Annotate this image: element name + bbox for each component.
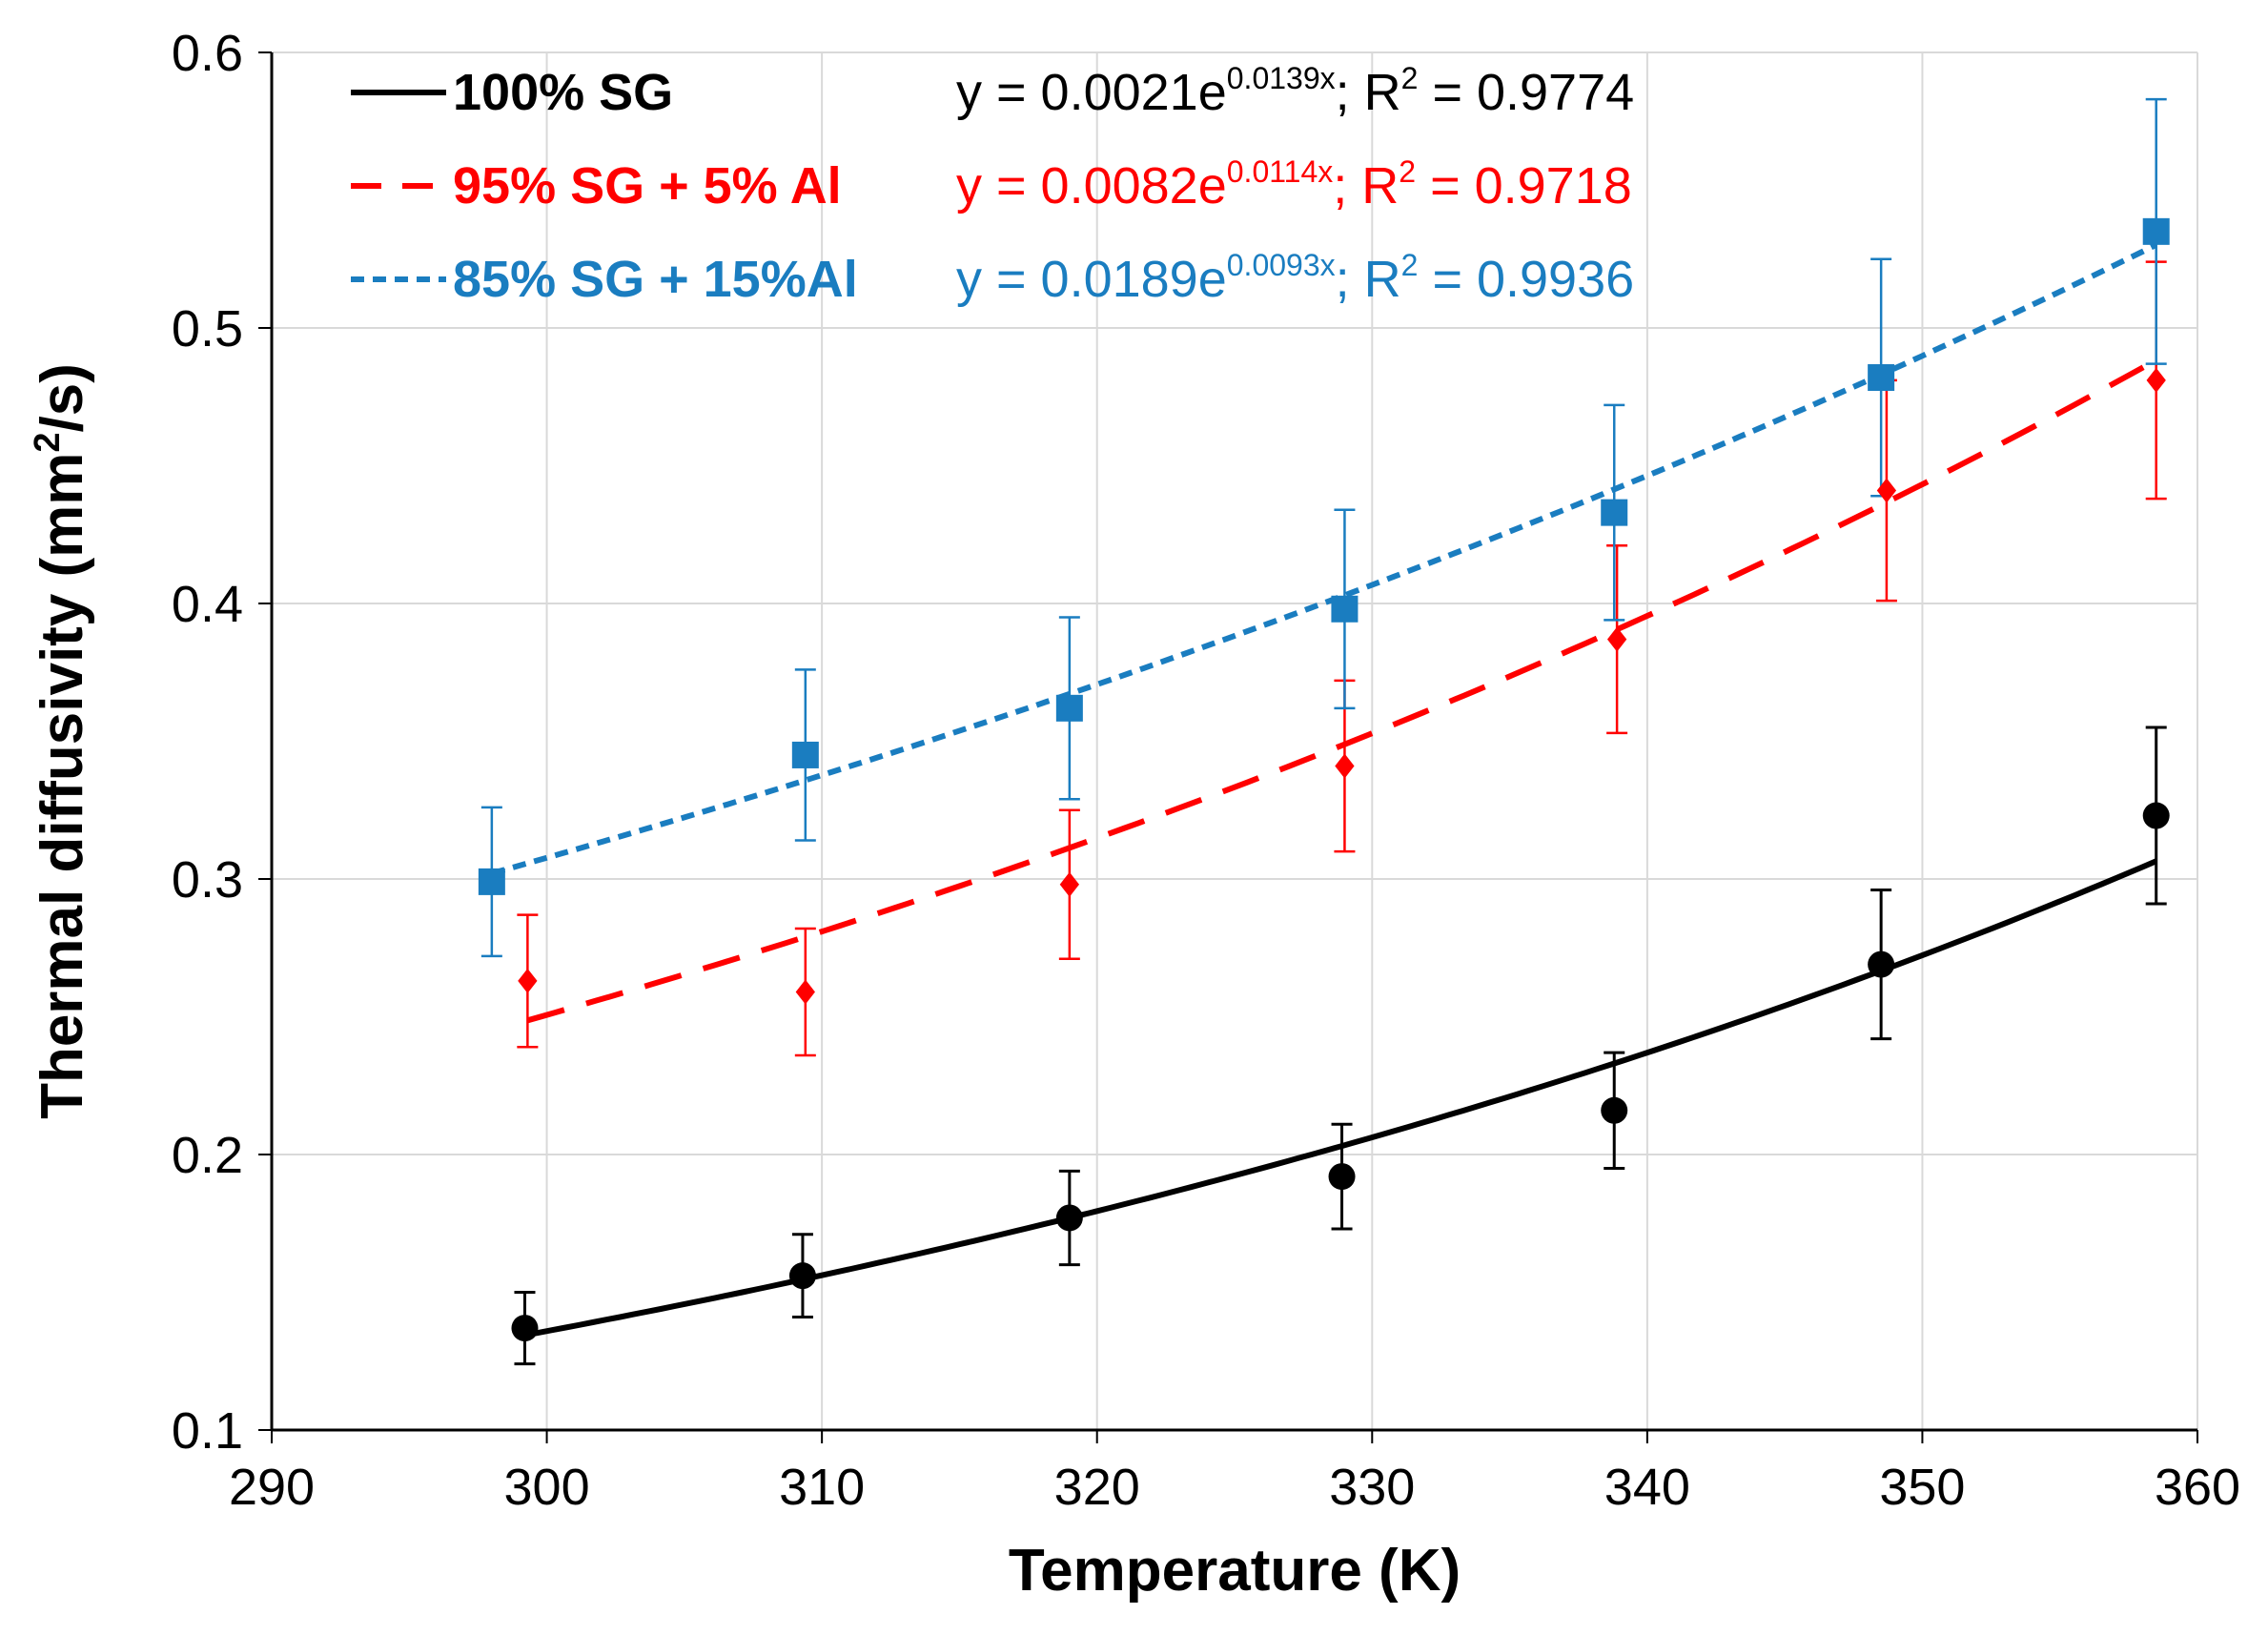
series-3-legend-label: 85% SG + 15%Al xyxy=(453,251,858,308)
series-2-point xyxy=(1606,626,1627,652)
series-2-legend-label: 95% SG + 5% Al xyxy=(453,157,842,215)
fit-curves xyxy=(491,242,2158,1339)
series-2-point xyxy=(1059,871,1079,897)
series-3-point xyxy=(478,868,505,895)
series-1-point xyxy=(1055,1204,1083,1232)
series-1-point xyxy=(1868,950,1895,978)
series-2-fit-curve xyxy=(526,358,2158,1024)
y-axis-title-superscript: 2 xyxy=(28,432,68,452)
series-2-equation-r: ; R xyxy=(1333,157,1399,215)
series-2-point xyxy=(1876,478,1897,503)
series-3-equation-exponent: 0.0093x xyxy=(1227,248,1336,282)
y-axis-title-part: /s) xyxy=(30,363,95,432)
y-axis-title: Thermal diffusivity (mm2/s) xyxy=(28,363,95,1119)
series-3-point xyxy=(1331,595,1359,623)
legend: 100% SG y = 0.0021e0.0139x; R2 = 0.977495… xyxy=(351,61,1634,308)
series-1-legend-label: 100% SG xyxy=(453,64,673,121)
series-1-point xyxy=(788,1262,816,1290)
series-1-point xyxy=(511,1315,539,1342)
series-2-equation-base: y = 0.0082e xyxy=(956,157,1227,215)
series-1-equation-r-value: = 0.9774 xyxy=(1418,64,1634,121)
series-3-fit-curve xyxy=(491,242,2158,876)
series-3-equation-r: ; R xyxy=(1336,251,1401,308)
y-tick-label: 0.6 xyxy=(172,25,243,82)
grid xyxy=(271,51,2198,1431)
series-3-equation-r-value: = 0.9936 xyxy=(1418,251,1634,308)
x-tick-label: 300 xyxy=(504,1459,590,1516)
series-1-equation-r-superscript: 2 xyxy=(1401,61,1419,95)
x-tick-label: 350 xyxy=(1879,1459,1965,1516)
series-3-point xyxy=(1868,364,1895,392)
series-2-point xyxy=(1335,753,1355,779)
y-tick-label: 0.5 xyxy=(172,300,243,358)
series-1-equation-r: ; R xyxy=(1336,64,1401,121)
series-1-fit-curve xyxy=(523,858,2157,1339)
data-markers xyxy=(478,217,2170,1342)
series-1-point xyxy=(1328,1163,1356,1191)
series-3-point xyxy=(2142,217,2170,245)
series-2-point xyxy=(795,979,815,1005)
y-tick-label: 0.3 xyxy=(172,851,243,909)
series-3-equation-r-superscript: 2 xyxy=(1401,248,1419,282)
series-1-equation: y = 0.0021e0.0139x; R2 = 0.9774 xyxy=(956,61,1634,121)
series-2-equation-r-value: = 0.9718 xyxy=(1416,157,1632,215)
series-2-equation: y = 0.0082e0.0114x; R2 = 0.9718 xyxy=(956,154,1632,215)
series-3-point xyxy=(1601,499,1628,526)
x-tick-label: 310 xyxy=(779,1459,865,1516)
x-tick-label: 320 xyxy=(1054,1459,1140,1516)
y-tick-label: 0.4 xyxy=(172,576,243,633)
series-1-equation-exponent: 0.0139x xyxy=(1227,61,1336,95)
series-1-point xyxy=(2142,802,2170,829)
series-2-point xyxy=(2146,367,2166,393)
series-1-equation-base: y = 0.0021e xyxy=(956,64,1227,121)
x-tick-label: 290 xyxy=(229,1459,315,1516)
y-tick-label: 0.2 xyxy=(172,1127,243,1184)
series-2-equation-r-superscript: 2 xyxy=(1399,154,1416,189)
series-1-point xyxy=(1601,1096,1628,1124)
x-tick-label: 360 xyxy=(2155,1459,2240,1516)
x-tick-label: 330 xyxy=(1329,1459,1415,1516)
series-3-equation: y = 0.0189e0.0093x; R2 = 0.9936 xyxy=(956,248,1634,308)
series-3-equation-base: y = 0.0189e xyxy=(956,251,1227,308)
axes: 290 300 310 320 330 340 350 360 0.1 0.2 0.3 0.4 0.5 0… xyxy=(28,25,2240,1604)
series-2-equation-exponent: 0.0114x xyxy=(1227,154,1334,189)
series-2-point xyxy=(518,968,538,993)
y-tick-label: 0.1 xyxy=(172,1402,243,1460)
series-3-point xyxy=(791,741,819,768)
x-tick-label: 340 xyxy=(1604,1459,1690,1516)
series-3-point xyxy=(1055,694,1083,722)
y-axis-title-part: Thermal diffusivity (mm xyxy=(30,453,95,1119)
x-axis-title: Temperature (K) xyxy=(1009,1538,1461,1604)
